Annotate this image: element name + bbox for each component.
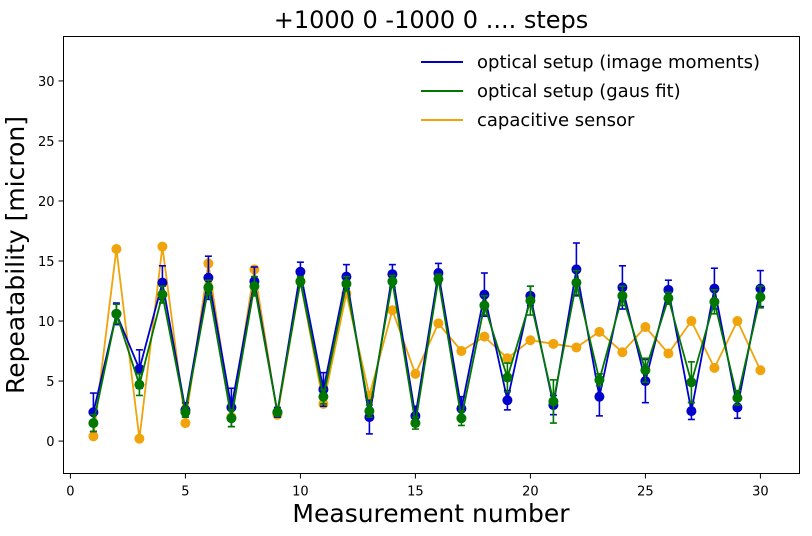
data-point [755,292,766,303]
data-point [548,396,559,407]
series-1 [88,269,766,433]
data-point [203,282,214,293]
data-point [433,274,444,285]
data-point [249,281,260,292]
chart-title: +1000 0 -1000 0 .... steps [274,6,589,34]
x-tick-label: 25 [637,485,654,500]
legend-label: optical setup (gaus fit) [477,81,681,102]
data-point [594,326,605,337]
plot-frame [63,36,800,474]
data-point [479,289,490,300]
data-point [732,392,743,403]
x-tick-label: 10 [292,485,309,500]
data-point [387,276,398,287]
x-axis-label: Measurement number [292,499,570,528]
data-point [640,322,651,333]
y-tick-label: 20 [38,195,55,210]
data-point [318,391,329,402]
data-point [456,346,467,357]
y-tick-label: 0 [46,435,54,450]
y-tick-label: 25 [38,135,55,150]
data-point [709,362,720,373]
data-point [157,277,168,288]
data-point [364,406,375,417]
series-line [92,268,762,419]
data-point [571,342,582,353]
data-point [571,277,582,288]
data-point [479,331,490,342]
data-point [571,264,582,275]
data-point [594,391,605,402]
data-point [410,368,421,379]
data-point [111,243,122,254]
data-point [180,407,191,418]
y-axis-label: Repeatability [micron] [1,116,30,394]
data-point [755,365,766,376]
y-axis: 0 5 10 15 20 25 30 [38,75,64,450]
legend: optical setup (image moments) optical set… [421,52,760,131]
data-point [410,418,421,429]
data-point [617,347,628,358]
x-tick-label: 30 [752,485,769,500]
data-point [157,289,168,300]
data-point [525,295,536,306]
data-point [732,316,743,327]
legend-label: optical setup (image moments) [477,52,760,73]
x-axis: 0 5 10 15 20 25 30 [66,473,769,500]
series-0 [88,242,766,435]
data-point [479,300,490,311]
data-point [111,308,122,319]
data-point [410,410,421,421]
data-point [548,338,559,349]
data-point [686,377,697,388]
series-layer [88,241,766,444]
data-point [387,269,398,280]
data-point [709,296,720,307]
x-tick-label: 5 [181,485,189,500]
data-point [686,316,697,327]
data-point [88,418,99,429]
y-tick-label: 30 [38,75,55,90]
series-line [92,278,762,425]
data-point [387,305,398,316]
data-point [295,276,306,287]
data-point [502,372,513,383]
data-point [617,290,628,301]
data-point [157,241,168,252]
data-point [594,374,605,385]
data-point [686,406,697,417]
y-tick-label: 10 [38,315,55,330]
data-point [180,418,191,429]
legend-label: capacitive sensor [477,110,635,131]
data-point [226,413,237,424]
x-tick-label: 0 [66,485,74,500]
data-point [640,365,651,376]
data-point [502,395,513,406]
x-tick-label: 15 [407,485,424,500]
data-point [134,379,145,390]
data-point [341,278,352,289]
data-point [272,407,283,418]
data-point [663,348,674,359]
data-point [134,433,145,444]
data-point [663,293,674,304]
x-tick-label: 20 [522,485,539,500]
y-tick-label: 5 [46,375,54,390]
data-point [433,318,444,329]
data-point [456,413,467,424]
y-tick-label: 15 [38,255,55,270]
data-point [295,266,306,277]
data-point [525,335,536,346]
data-point [502,353,513,364]
data-point [88,431,99,442]
data-point [709,283,720,294]
